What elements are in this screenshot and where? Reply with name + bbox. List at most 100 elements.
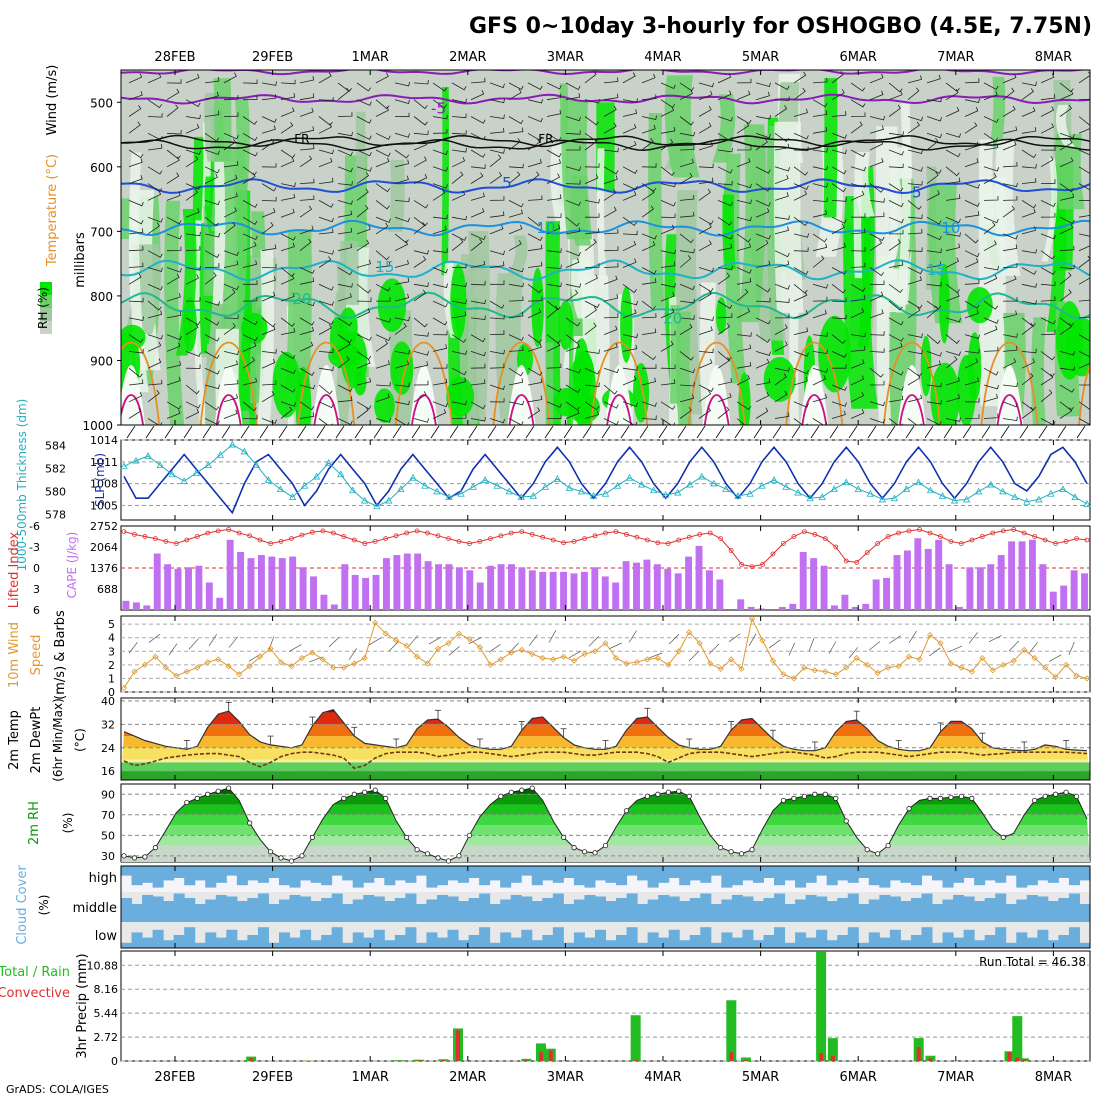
date-label-top: 3MAR [547, 50, 584, 65]
wind-barb-10m [368, 637, 382, 646]
wind-barb [907, 214, 923, 219]
wind-barb [964, 377, 979, 386]
date-label-bottom: 4MAR [644, 1070, 681, 1085]
wind-barb [356, 334, 372, 341]
wind-barb [128, 348, 144, 354]
wind-barb [1059, 132, 1075, 139]
rh-streak [388, 159, 405, 232]
thickness-tick-label: 584 [45, 440, 66, 453]
wind-barb [185, 317, 201, 326]
wind-barb [584, 238, 597, 252]
wind-barb [812, 183, 828, 188]
wind-barb [451, 400, 467, 406]
cloud-bar-middle [321, 898, 333, 922]
rh-point [351, 791, 357, 797]
cloud-bar-middle [1047, 901, 1059, 922]
wind-barb [508, 400, 524, 406]
thickness-point [662, 491, 670, 498]
cape-bar [122, 600, 130, 610]
wind-barb [698, 188, 711, 201]
wind-barb [888, 163, 904, 169]
li-tick-label: 6 [33, 604, 40, 617]
rh-point [142, 854, 148, 860]
wind-barb [850, 166, 866, 172]
wind-barb [280, 242, 295, 252]
cape-bar [362, 577, 370, 610]
li-point [697, 532, 703, 537]
date-label-bottom: 8MAR [1035, 1070, 1072, 1085]
wind-barb [204, 76, 220, 84]
cloud-bar-middle [447, 896, 459, 922]
wind-barb [698, 122, 712, 134]
surface-barb [1019, 425, 1029, 439]
wind-barb [489, 363, 505, 369]
thickness-point [637, 480, 646, 488]
wind-barb [698, 390, 712, 403]
wind-barb [508, 200, 524, 208]
cape-bar [612, 582, 620, 610]
rh-point [424, 851, 431, 857]
wind-barb [185, 73, 200, 84]
wind-barb [432, 214, 448, 220]
cape-bar [445, 564, 453, 610]
wind-barb [166, 246, 182, 252]
surface-barb [164, 425, 174, 439]
wind-barb [736, 157, 751, 168]
wind-speed-point [633, 659, 640, 666]
li-point [393, 533, 399, 539]
wind-barb [717, 243, 733, 252]
slp-line [123, 446, 1088, 515]
wind-barb [698, 240, 712, 252]
cloud-bar-middle [479, 893, 491, 922]
wind-barb [736, 401, 752, 411]
surface-barb [563, 425, 573, 439]
wind-barb [147, 341, 162, 352]
wind-barb [888, 104, 901, 117]
wind-barb [793, 267, 809, 276]
wind-barb [717, 180, 733, 186]
wind-speed-point [497, 656, 504, 663]
wind-barb [812, 332, 828, 337]
wind-barb [850, 359, 865, 369]
temp-contour [121, 70, 1089, 76]
cloud-bar-high [479, 866, 491, 886]
cape-bar [497, 564, 505, 610]
surface-barb [886, 425, 896, 439]
wind-barb [299, 155, 313, 168]
cloud-bar-high [1016, 866, 1028, 888]
cloud-bar-middle [921, 893, 933, 922]
rh-streak [596, 148, 607, 286]
wind-barb [755, 407, 769, 419]
wind-barb [584, 263, 600, 268]
wind-barb [546, 363, 562, 369]
temp-line [123, 709, 1088, 752]
cloud-bar-high [616, 866, 628, 886]
wind-barb [812, 349, 828, 355]
temp-contour-25 [394, 341, 453, 425]
thickness-point [902, 485, 911, 493]
surface-barb [373, 425, 383, 439]
wind-barb [831, 132, 847, 139]
temp-contour-30 [996, 394, 1023, 425]
wind-barb [1040, 317, 1056, 325]
wind-speed-point [822, 668, 829, 675]
wind-barb [679, 211, 695, 218]
wind-barb [337, 131, 353, 137]
wind-speed-point [434, 645, 442, 652]
thickness-point [312, 472, 321, 480]
date-label-bottom: 6MAR [839, 1070, 876, 1085]
wind-barb [147, 310, 163, 319]
wind-barb [736, 332, 752, 337]
thickness-point [216, 451, 224, 458]
wind-speed-point [403, 642, 410, 649]
wind-barb [261, 349, 277, 354]
wind-barb [280, 107, 295, 117]
rh-moist-patch [272, 351, 301, 418]
wind-barb [337, 166, 353, 173]
wind-speed-point [476, 644, 483, 651]
wind-speed-point [696, 640, 703, 647]
wind-speed-point [539, 655, 546, 662]
wind-barb [375, 72, 389, 84]
wind-speed-point [529, 650, 536, 658]
wind-barb [375, 132, 391, 140]
